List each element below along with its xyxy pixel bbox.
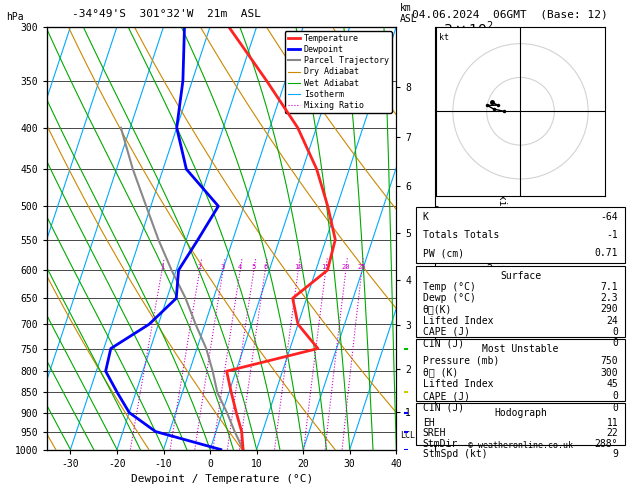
- Text: Surface: Surface: [500, 271, 541, 280]
- Text: 22: 22: [606, 429, 618, 438]
- Text: -34°49'S  301°32'W  21m  ASL: -34°49'S 301°32'W 21m ASL: [72, 9, 261, 19]
- Text: 1: 1: [160, 264, 164, 270]
- Text: StmSpd (kt): StmSpd (kt): [423, 449, 487, 459]
- Bar: [416, 207, 625, 263]
- Text: 10: 10: [294, 264, 303, 270]
- Legend: Temperature, Dewpoint, Parcel Trajectory, Dry Adiabat, Wet Adiabat, Isotherm, Mi: Temperature, Dewpoint, Parcel Trajectory…: [284, 31, 392, 113]
- Text: 9: 9: [612, 449, 618, 459]
- Text: 0: 0: [612, 403, 618, 413]
- Text: 300: 300: [601, 367, 618, 378]
- Text: 0: 0: [612, 327, 618, 337]
- Text: StmDir: StmDir: [423, 439, 458, 449]
- Text: 290: 290: [601, 304, 618, 314]
- Text: 4: 4: [238, 264, 242, 270]
- Text: 750: 750: [601, 356, 618, 366]
- Text: © weatheronline.co.uk: © weatheronline.co.uk: [468, 440, 573, 450]
- Text: SREH: SREH: [423, 429, 447, 438]
- Text: 45: 45: [606, 380, 618, 389]
- Text: kt: kt: [439, 34, 449, 42]
- Text: CIN (J): CIN (J): [423, 338, 464, 348]
- Text: 04.06.2024  06GMT  (Base: 12): 04.06.2024 06GMT (Base: 12): [412, 9, 608, 19]
- Text: EH: EH: [423, 418, 435, 428]
- Text: 0: 0: [612, 391, 618, 401]
- Text: 11: 11: [606, 418, 618, 428]
- Text: CAPE (J): CAPE (J): [423, 391, 470, 401]
- Text: Hodograph: Hodograph: [494, 408, 547, 418]
- Text: Most Unstable: Most Unstable: [482, 344, 559, 354]
- Y-axis label: Mixing Ratio (g/kg): Mixing Ratio (g/kg): [498, 182, 508, 294]
- Text: 24: 24: [606, 315, 618, 326]
- Text: CAPE (J): CAPE (J): [423, 327, 470, 337]
- Text: 2.3: 2.3: [601, 293, 618, 303]
- Text: LCL: LCL: [401, 431, 415, 440]
- Text: 7.1: 7.1: [601, 282, 618, 292]
- Text: 0: 0: [612, 338, 618, 348]
- Text: K: K: [423, 212, 429, 222]
- Text: 6: 6: [263, 264, 267, 270]
- Text: hPa: hPa: [6, 12, 24, 22]
- Text: 20: 20: [342, 264, 350, 270]
- Text: 3: 3: [221, 264, 225, 270]
- Bar: [416, 339, 625, 400]
- Text: Pressure (mb): Pressure (mb): [423, 356, 499, 366]
- Text: Totals Totals: Totals Totals: [423, 230, 499, 240]
- Text: 0.71: 0.71: [594, 248, 618, 259]
- Text: CIN (J): CIN (J): [423, 403, 464, 413]
- Text: -64: -64: [601, 212, 618, 222]
- Text: Dewp (°C): Dewp (°C): [423, 293, 476, 303]
- Text: θᴇ (K): θᴇ (K): [423, 367, 458, 378]
- Bar: [416, 266, 625, 337]
- Text: km
ASL: km ASL: [399, 3, 417, 24]
- Text: 25: 25: [357, 264, 366, 270]
- Bar: [416, 403, 625, 445]
- Text: Temp (°C): Temp (°C): [423, 282, 476, 292]
- Text: 15: 15: [321, 264, 330, 270]
- Text: Lifted Index: Lifted Index: [423, 380, 493, 389]
- Text: 288°: 288°: [594, 439, 618, 449]
- Text: θᴇ(K): θᴇ(K): [423, 304, 452, 314]
- Text: -1: -1: [606, 230, 618, 240]
- Text: 2: 2: [198, 264, 202, 270]
- Text: PW (cm): PW (cm): [423, 248, 464, 259]
- X-axis label: Dewpoint / Temperature (°C): Dewpoint / Temperature (°C): [131, 474, 313, 484]
- Text: 5: 5: [252, 264, 256, 270]
- Text: Lifted Index: Lifted Index: [423, 315, 493, 326]
